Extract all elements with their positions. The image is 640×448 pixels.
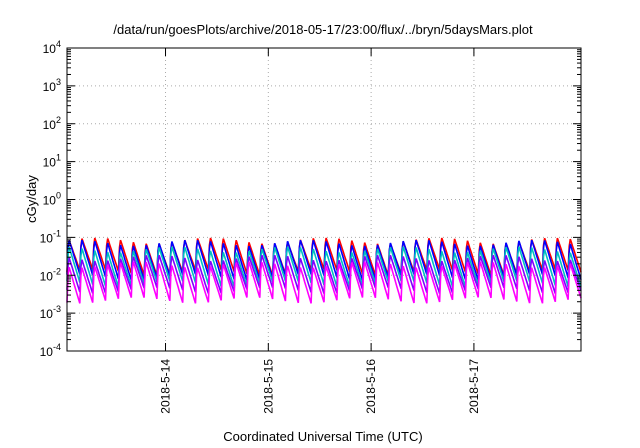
y-tick-label: 103 [43,77,61,94]
x-axis: 2018-5-14 2018-5-15 2018-5-16 2018-5-17 [159,48,481,414]
y-axis-label: cGy/day [24,175,39,223]
x-axis-label: Coordinated Universal Time (UTC) [223,429,422,444]
y-tick-label: 104 [43,39,61,56]
y-tick-label: 10-4 [40,342,61,359]
y-axis: 104 103 102 101 100 10-1 10-2 10-3 10-4 [40,39,581,359]
series-group [66,237,582,304]
y-tick-label: 101 [43,153,61,170]
x-tick-label: 2018-5-15 [261,359,275,414]
y-tick-label: 10-1 [40,228,61,245]
grid [67,48,581,351]
y-tick-label: 100 [43,191,61,208]
chart-title: /data/run/goesPlots/archive/2018-05-17/2… [113,22,533,37]
y-tick-label: 10-3 [40,304,61,321]
x-tick-label: 2018-5-14 [159,359,173,414]
y-tick-label: 102 [43,115,61,132]
series-line [66,261,582,304]
y-tick-label: 10-2 [40,266,61,283]
x-tick-label: 2018-5-16 [364,359,378,414]
x-tick-label: 2018-5-17 [467,359,481,414]
